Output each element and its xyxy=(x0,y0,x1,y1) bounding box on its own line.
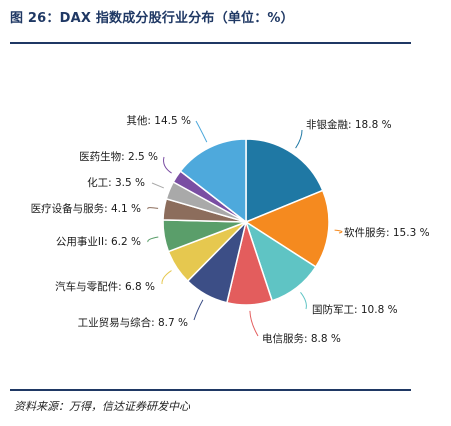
source-note: 资料来源：万得，信达证券研发中心 xyxy=(14,400,190,413)
slice-label: 医药生物: 2.5 % xyxy=(79,150,158,163)
leader-line xyxy=(161,270,172,285)
leader-line xyxy=(249,310,259,337)
leader-line xyxy=(147,207,159,210)
source-divider xyxy=(10,389,411,391)
leader-line xyxy=(300,291,307,310)
slice-label: 公用事业II: 6.2 % xyxy=(56,235,141,248)
chart-title: 图 26：DAX 指数成分股行业分布（单位：%） xyxy=(10,11,294,26)
title-divider xyxy=(10,42,411,44)
slice-label: 国防军工: 10.8 % xyxy=(312,303,398,316)
slice-label: 医疗设备与服务: 4.1 % xyxy=(31,202,141,215)
slice-label: 化工: 3.5 % xyxy=(87,176,145,189)
leader-line xyxy=(195,120,208,143)
pie-slice xyxy=(245,138,324,224)
leader-line xyxy=(334,229,343,234)
slice-label: 工业贸易与综合: 8.7 % xyxy=(78,316,188,329)
leader-line xyxy=(151,182,164,189)
slice-label: 其他: 14.5 % xyxy=(126,114,191,127)
slice-label: 非银金融: 18.8 % xyxy=(306,118,392,131)
pie-slice xyxy=(244,189,330,268)
leader-line xyxy=(163,156,172,174)
pie-slice xyxy=(179,138,247,224)
leader-line xyxy=(295,129,303,149)
slice-label: 汽车与零配件: 6.8 % xyxy=(55,280,155,293)
slice-label: 软件服务: 15.3 % xyxy=(344,226,430,239)
leader-line xyxy=(193,299,204,321)
leader-line xyxy=(147,236,159,243)
slice-label: 电信服务: 8.8 % xyxy=(262,332,341,345)
